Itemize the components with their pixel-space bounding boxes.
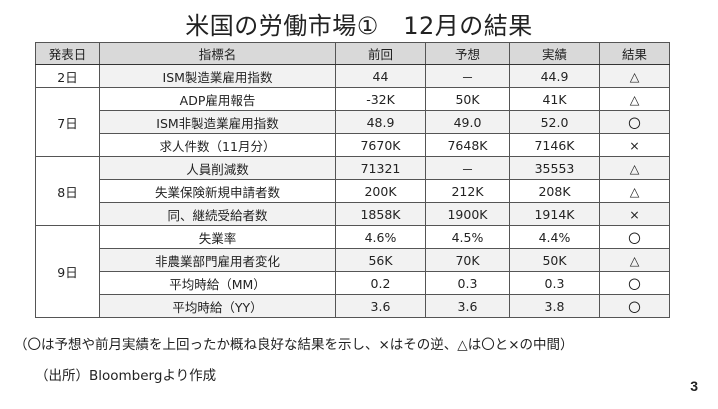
- indicator-cell: 平均時給（MM）: [99, 271, 336, 295]
- actual-cell: 7146K: [509, 133, 600, 157]
- indicator-cell: 人員削減数: [99, 156, 336, 180]
- forecast-cell: 49.0: [425, 110, 510, 134]
- actual-cell: 44.9: [509, 64, 600, 88]
- result-cell: △: [599, 156, 670, 180]
- indicator-cell: 同、継続受給者数: [99, 202, 336, 226]
- table-row: 9日 失業率 4.6% 4.5% 4.4% 〇: [35, 225, 670, 318]
- date-cell: 9日: [35, 225, 100, 318]
- previous-cell: 56K: [335, 248, 426, 272]
- actual-cell: 0.3: [509, 271, 600, 295]
- header-result: 結果: [599, 42, 670, 65]
- indicator-cell: ISM非製造業雇用指数: [99, 110, 336, 134]
- date-cell: 2日: [35, 64, 100, 88]
- actual-cell: 1914K: [509, 202, 600, 226]
- actual-cell: 52.0: [509, 110, 600, 134]
- table-row: 2日 ISM製造業雇用指数 44 － 44.9 △: [35, 64, 670, 88]
- actual-cell: 35553: [509, 156, 600, 180]
- indicator-cell: 求人件数（11月分）: [99, 133, 336, 157]
- previous-cell: -32K: [335, 87, 426, 111]
- slide-title: 米国の労働市場① 12月の結果: [185, 12, 533, 40]
- date-cell: 7日: [35, 87, 100, 157]
- actual-cell: 50K: [509, 248, 600, 272]
- forecast-cell: 1900K: [425, 202, 510, 226]
- result-cell: ×: [599, 202, 670, 226]
- result-cell: 〇: [599, 225, 670, 249]
- previous-cell: 44: [335, 64, 426, 88]
- actual-cell: 208K: [509, 179, 600, 203]
- legend-note: （〇は予想や前月実績を上回ったか概ね良好な結果を示し、×はその逆、△は〇と×の中…: [14, 337, 574, 353]
- previous-cell: 3.6: [335, 294, 426, 318]
- previous-cell: 0.2: [335, 271, 426, 295]
- source-note: （出所）Bloombergより作成: [35, 368, 217, 384]
- previous-cell: 48.9: [335, 110, 426, 134]
- table-row: 失業保険新規申請者数 200K 212K 208K △: [36, 179, 670, 203]
- forecast-cell: 50K: [425, 87, 510, 111]
- indicator-cell: ISM製造業雇用指数: [99, 64, 336, 88]
- forecast-cell: －: [425, 64, 510, 88]
- result-cell: △: [599, 248, 670, 272]
- result-cell: △: [599, 64, 670, 88]
- indicator-cell: 非農業部門雇用者変化: [99, 248, 336, 272]
- previous-cell: 1858K: [335, 202, 426, 226]
- result-cell: ×: [599, 133, 670, 157]
- previous-cell: 7670K: [335, 133, 426, 157]
- header-forecast: 予想: [425, 42, 510, 65]
- result-cell: 〇: [599, 271, 670, 295]
- actual-cell: 41K: [509, 87, 600, 111]
- result-cell: △: [599, 179, 670, 203]
- indicator-cell: 失業率: [99, 225, 336, 249]
- forecast-cell: 4.5%: [425, 225, 510, 249]
- result-cell: △: [599, 87, 670, 111]
- forecast-cell: 70K: [425, 248, 510, 272]
- header-date: 発表日: [35, 42, 100, 65]
- table-row: 同、継続受給者数 1858K 1900K 1914K ×: [36, 202, 670, 226]
- previous-cell: 4.6%: [335, 225, 426, 249]
- actual-cell: 3.8: [509, 294, 600, 318]
- table-row: ISM非製造業雇用指数 48.9 49.0 52.0 〇: [36, 110, 670, 134]
- forecast-cell: 3.6: [425, 294, 510, 318]
- forecast-cell: 7648K: [425, 133, 510, 157]
- forecast-cell: －: [425, 156, 510, 180]
- table-row: 求人件数（11月分） 7670K 7648K 7146K ×: [36, 133, 670, 157]
- header-indicator: 指標名: [99, 42, 336, 65]
- page-number: 3: [690, 378, 698, 394]
- header-previous: 前回: [335, 42, 426, 65]
- indicator-cell: ADP雇用報告: [99, 87, 336, 111]
- date-cell: 8日: [35, 156, 100, 226]
- table-row: 非農業部門雇用者変化 56K 70K 50K △: [36, 248, 670, 272]
- actual-cell: 4.4%: [509, 225, 600, 249]
- table-row: 平均時給（MM） 0.2 0.3 0.3 〇: [36, 271, 670, 295]
- indicator-cell: 平均時給（YY）: [99, 294, 336, 318]
- previous-cell: 200K: [335, 179, 426, 203]
- result-cell: 〇: [599, 294, 670, 318]
- forecast-cell: 212K: [425, 179, 510, 203]
- labor-market-results-table: 発表日 指標名 前回 予想 実績 結果 2日 ISM製造業雇用指数 44 － 4…: [35, 42, 670, 318]
- indicator-cell: 失業保険新規申請者数: [99, 179, 336, 203]
- previous-cell: 71321: [335, 156, 426, 180]
- forecast-cell: 0.3: [425, 271, 510, 295]
- table-row: 8日 人員削減数 71321 － 35553 △: [35, 156, 670, 226]
- result-cell: 〇: [599, 110, 670, 134]
- table-header-row: 発表日 指標名 前回 予想 実績 結果: [35, 42, 670, 65]
- header-actual: 実績: [509, 42, 600, 65]
- table-row: 7日 ADP雇用報告 -32K 50K 41K △: [35, 87, 670, 157]
- table-row: 平均時給（YY） 3.6 3.6 3.8 〇: [36, 294, 670, 318]
